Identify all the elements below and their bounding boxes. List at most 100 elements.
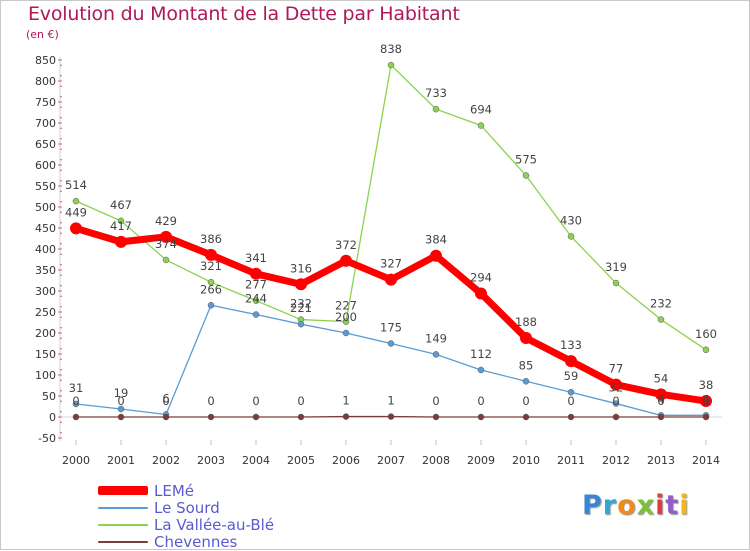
- data-label: 266: [200, 282, 222, 296]
- brand-letter: P: [582, 490, 603, 521]
- x-tick-label: 2000: [62, 454, 90, 467]
- x-tick-label: 2012: [602, 454, 630, 467]
- data-point: [433, 351, 439, 357]
- data-label: 38: [699, 378, 714, 392]
- y-tick-label: 50: [42, 390, 56, 403]
- data-point: [385, 274, 397, 286]
- y-tick-label: 700: [35, 117, 56, 130]
- data-point: [658, 317, 664, 323]
- data-label: 0: [522, 394, 529, 408]
- x-tick-label: 2005: [287, 454, 315, 467]
- y-tick-label: 850: [35, 54, 56, 67]
- y-tick-label: 350: [35, 264, 56, 277]
- data-label: 327: [380, 257, 402, 271]
- data-label: 0: [477, 394, 484, 408]
- legend-item-lemé: LEMé: [98, 482, 274, 499]
- y-tick-label: 750: [35, 96, 56, 109]
- data-label: 294: [470, 271, 492, 285]
- data-label: 1: [387, 394, 394, 408]
- legend-swatch-chevennes: [98, 541, 148, 543]
- data-label: 31: [69, 381, 84, 395]
- y-tick-label: 800: [35, 75, 56, 88]
- data-point: [388, 414, 394, 420]
- data-point: [343, 414, 349, 420]
- data-point: [568, 414, 574, 420]
- proxiti-logo: Proxiti: [582, 490, 690, 521]
- data-label: 232: [650, 297, 672, 311]
- data-label: 386: [200, 232, 222, 246]
- data-label: 341: [245, 251, 267, 265]
- x-tick-label: 2007: [377, 454, 405, 467]
- data-label: 175: [380, 321, 402, 335]
- y-tick-label: 300: [35, 285, 56, 298]
- data-label: 429: [155, 214, 177, 228]
- brand-letter: t: [665, 490, 679, 521]
- data-label: 0: [207, 394, 214, 408]
- data-point: [115, 236, 127, 248]
- data-label: 321: [200, 259, 222, 273]
- data-label: 277: [245, 278, 267, 292]
- y-tick-label: 250: [35, 306, 56, 319]
- data-point: [523, 414, 529, 420]
- data-point: [163, 414, 169, 420]
- data-label: 372: [335, 238, 357, 252]
- data-label: 0: [432, 394, 439, 408]
- data-point: [523, 173, 529, 179]
- data-point: [478, 414, 484, 420]
- data-label: 0: [702, 394, 709, 408]
- data-label: 0: [117, 394, 124, 408]
- data-label: 384: [425, 233, 447, 247]
- x-tick-label: 2009: [467, 454, 495, 467]
- data-point: [475, 288, 487, 300]
- x-tick-label: 2014: [692, 454, 720, 467]
- data-point: [478, 123, 484, 129]
- brand-letter: r: [603, 490, 617, 521]
- x-tick-label: 2004: [242, 454, 270, 467]
- brand-letter: i: [679, 490, 689, 521]
- data-label: 514: [65, 178, 87, 192]
- data-point: [433, 414, 439, 420]
- data-point: [298, 414, 304, 420]
- legend-label: Le Sourd: [154, 499, 220, 517]
- y-tick-label: 0: [49, 411, 56, 424]
- data-label: 149: [425, 331, 447, 345]
- y-tick-label: 600: [35, 159, 56, 172]
- legend-swatch-le-sourd: [98, 507, 148, 509]
- x-tick-label: 2013: [647, 454, 675, 467]
- y-tick-label: 400: [35, 243, 56, 256]
- data-label: 0: [72, 394, 79, 408]
- y-tick-label: 100: [35, 369, 56, 382]
- x-tick-label: 2010: [512, 454, 540, 467]
- y-tick-label: 200: [35, 327, 56, 340]
- data-label: 85: [519, 358, 534, 372]
- data-label: 316: [290, 261, 312, 275]
- legend-label: Chevennes: [154, 533, 237, 551]
- data-label: 0: [162, 394, 169, 408]
- data-label: 417: [110, 219, 132, 233]
- x-tick-label: 2006: [332, 454, 360, 467]
- x-tick-label: 2002: [152, 454, 180, 467]
- data-point: [703, 414, 709, 420]
- data-label: 227: [335, 299, 357, 313]
- data-point: [295, 278, 307, 290]
- legend-swatch-lemé: [98, 486, 148, 495]
- y-tick-label: 650: [35, 138, 56, 151]
- data-point: [430, 250, 442, 262]
- data-label: 0: [567, 394, 574, 408]
- data-label: 59: [564, 369, 579, 383]
- data-point: [208, 414, 214, 420]
- data-point: [253, 414, 259, 420]
- data-point: [298, 321, 304, 327]
- data-label: 430: [560, 213, 582, 227]
- data-label: 32: [609, 381, 624, 395]
- data-point: [613, 280, 619, 286]
- data-point: [343, 330, 349, 336]
- data-label: 838: [380, 42, 402, 56]
- data-label: 733: [425, 86, 447, 100]
- data-point: [658, 414, 664, 420]
- chart-legend: LEMé Le Sourd La Vallée-au-Blé Chevennes: [98, 482, 274, 550]
- data-point: [433, 106, 439, 112]
- data-point: [73, 414, 79, 420]
- data-label: 0: [657, 394, 664, 408]
